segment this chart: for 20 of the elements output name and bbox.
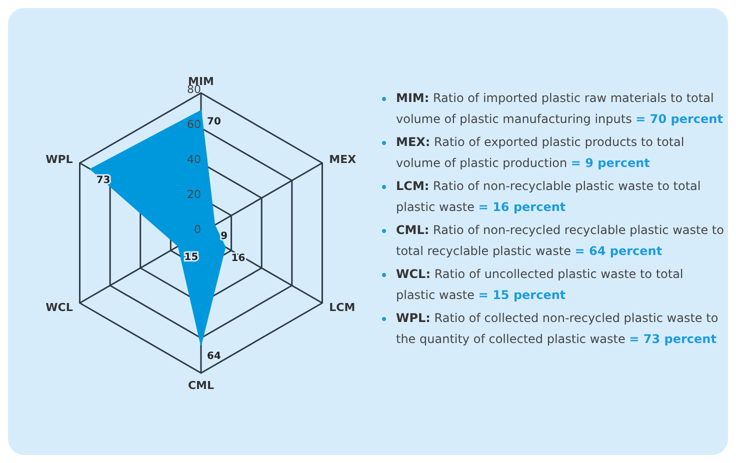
data-label: 9 <box>220 231 228 242</box>
spoke-label: CML <box>188 378 214 392</box>
y-tick-label: 60 <box>187 118 201 131</box>
text: WPL: Ratio of collected non-recycled plastic waste to the quantity of collected plastic waste = 73 percent <box>396 310 720 348</box>
y-tick-label: 40 <box>187 153 201 166</box>
data-label: 64 <box>207 351 221 362</box>
data-label: 15 <box>184 252 198 264</box>
text: WCL: Ratio of uncollected plastic waste to total plastic waste = 15 percent <box>396 266 684 304</box>
spoke-label: WCL <box>46 300 73 314</box>
text: MEX: Ratio of exported plastic products to total volume of plastic production = 9 percent <box>396 134 686 172</box>
spoke-label: LCM <box>329 300 356 314</box>
y-tick-label: 20 <box>187 188 201 201</box>
text: MIM: Ratio of imported plastic raw materials to total volume of plastic manufacturing inputs = 70 percent <box>396 90 724 128</box>
text: CML: Ratio of non-recycled recyclable plastic waste to total recyclable plastic waste = 64 percent <box>396 222 725 260</box>
data-label: 16 <box>231 253 246 264</box>
text: LCM: Ratio of non-recyclable plastic waste to total plastic waste = 16 percent <box>396 178 702 216</box>
spoke-label: WPL <box>46 152 73 166</box>
spoke-label: MEX <box>329 152 357 166</box>
data-label: 70 <box>207 116 221 128</box>
y-tick-label: 0 <box>194 223 201 236</box>
